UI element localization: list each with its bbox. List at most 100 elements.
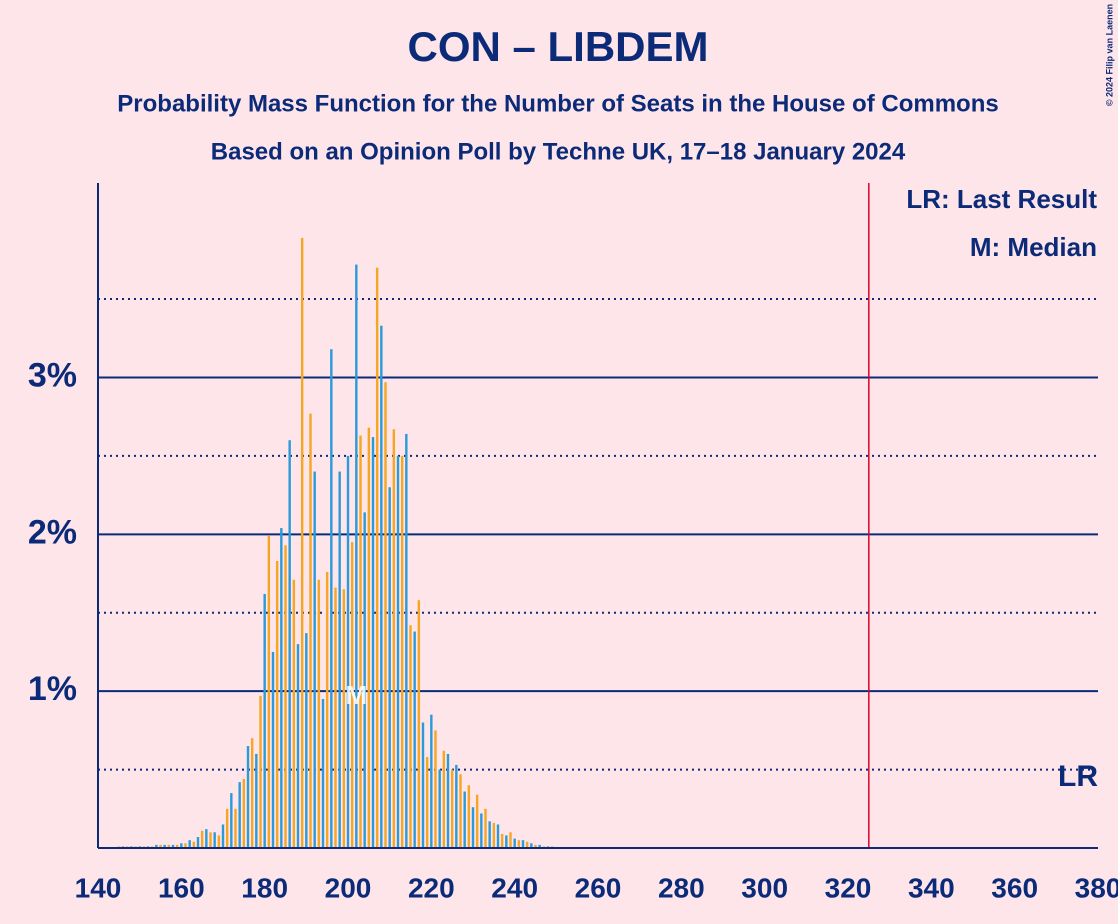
legend-entry: M: Median: [970, 232, 1097, 262]
bar: [271, 651, 275, 848]
bar: [425, 757, 429, 848]
bar: [488, 821, 491, 848]
x-tick-label: 240: [491, 872, 538, 903]
bar: [221, 824, 225, 848]
bar: [330, 349, 333, 848]
bar: [338, 471, 341, 848]
bar: [309, 413, 312, 848]
bar: [192, 841, 196, 848]
x-tick-label: 300: [741, 872, 788, 903]
bar: [396, 455, 400, 848]
bar: [196, 837, 200, 848]
bar: [213, 832, 216, 848]
bar: [380, 325, 383, 848]
bar: [492, 822, 496, 848]
bar: [280, 528, 283, 848]
bar: [517, 840, 521, 848]
bar: [230, 793, 233, 848]
bar: [350, 542, 354, 848]
bar: [184, 843, 187, 848]
bar: [292, 579, 296, 848]
bar: [480, 813, 483, 848]
copyright: © 2024 Filip van Laenen: [1104, 4, 1114, 106]
x-tick-label: 360: [991, 872, 1038, 903]
bar: [234, 808, 237, 848]
bar: [288, 440, 291, 848]
bar: [375, 267, 379, 849]
bar: [275, 560, 279, 848]
bar: [167, 844, 171, 848]
bar: [359, 435, 362, 848]
bar: [392, 429, 396, 848]
bar: [342, 589, 346, 848]
bar: [442, 750, 446, 848]
legend-entry: LR: Last Result: [906, 184, 1097, 214]
y-tick-label: 1%: [28, 670, 77, 708]
bar: [496, 824, 500, 848]
x-tick-label: 160: [158, 872, 205, 903]
bar: [509, 832, 512, 848]
bar: [242, 778, 246, 848]
median-label: M: [345, 680, 367, 710]
bar: [413, 631, 416, 848]
bar: [163, 844, 166, 848]
bar: [267, 535, 271, 848]
bar: [255, 753, 258, 848]
bar: [446, 753, 450, 848]
bar: [225, 808, 229, 848]
bar: [180, 843, 183, 848]
x-tick-label: 380: [1075, 872, 1118, 903]
bar: [171, 844, 175, 848]
bar: [534, 844, 537, 848]
bar: [334, 587, 337, 848]
bar: [159, 844, 162, 848]
chart-title: CON – LIBDEM: [407, 23, 708, 70]
chart-subtitle: Probability Mass Function for the Number…: [117, 90, 998, 117]
bar: [471, 807, 475, 848]
bar: [500, 833, 504, 848]
chart-subtitle: Based on an Opinion Poll by Techne UK, 1…: [211, 138, 906, 165]
bar: [296, 644, 300, 848]
bar: [321, 699, 325, 848]
bar: [434, 730, 437, 848]
bar: [405, 433, 408, 848]
bar: [263, 593, 266, 848]
bar: [259, 695, 262, 848]
bar: [505, 835, 508, 848]
bar: [313, 471, 316, 848]
bar: [284, 545, 287, 848]
bar: [438, 769, 441, 848]
x-tick-label: 340: [908, 872, 955, 903]
bar: [155, 844, 158, 848]
x-tick-label: 220: [408, 872, 455, 903]
y-tick-label: 3%: [28, 356, 77, 394]
bar: [513, 838, 516, 848]
bar: [355, 264, 358, 848]
bar: [521, 840, 525, 848]
bar: [384, 382, 387, 848]
bar: [367, 427, 371, 848]
bar: [300, 237, 304, 849]
bar: [455, 764, 458, 848]
x-tick-label: 260: [575, 872, 622, 903]
x-tick-label: 140: [75, 872, 122, 903]
bar: [475, 794, 479, 848]
last-result-label: LR: [1058, 760, 1098, 793]
bar: [459, 774, 462, 848]
bar: [388, 487, 391, 848]
bar: [463, 791, 466, 848]
bar: [363, 512, 366, 848]
x-tick-label: 320: [825, 872, 872, 903]
bar: [346, 455, 350, 848]
bar: [467, 785, 471, 848]
bar: [325, 571, 329, 848]
bar: [238, 782, 241, 848]
bar: [525, 841, 529, 848]
bar: [175, 844, 179, 848]
bar: [430, 714, 433, 848]
bar: [217, 835, 221, 848]
x-tick-label: 200: [325, 872, 372, 903]
x-tick-label: 180: [241, 872, 288, 903]
